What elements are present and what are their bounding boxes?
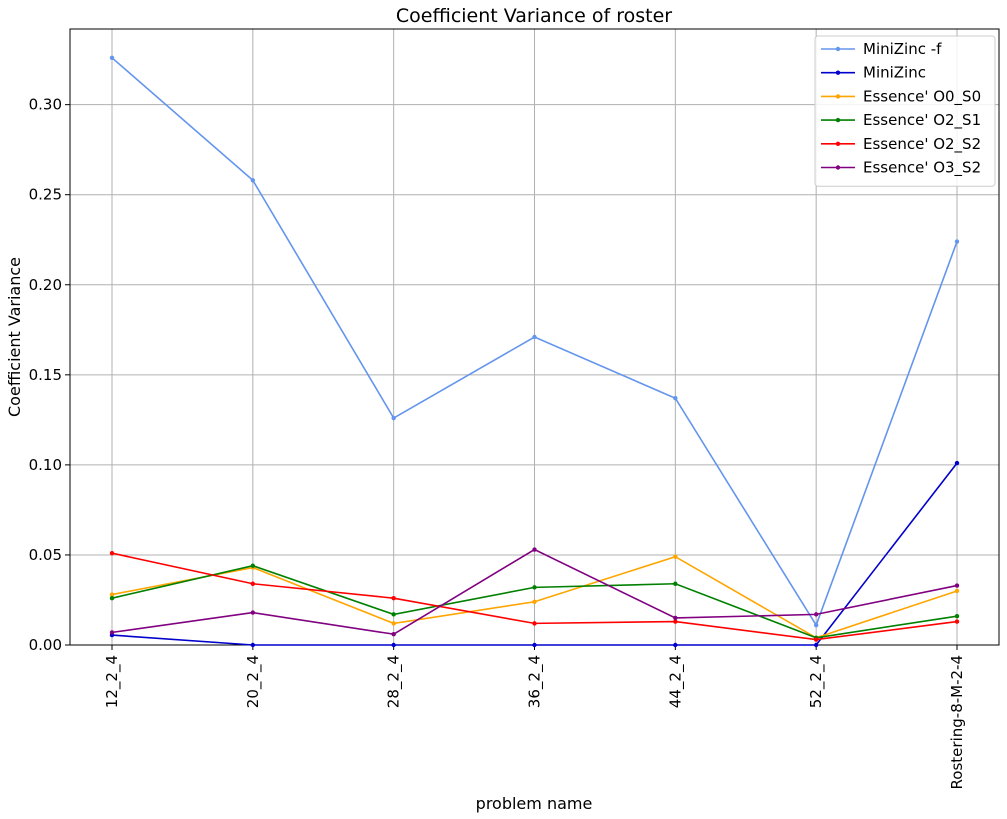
legend-item: Essence' O2_S2 <box>821 135 981 154</box>
data-point <box>250 581 256 586</box>
legend: MiniZinc -f MiniZinc Essence' O0_S0 Essence… <box>814 35 996 187</box>
legend-item: Essence' O3_S2 <box>821 159 981 178</box>
data-point <box>391 621 396 626</box>
legend-label: Essence' O3_S2 <box>863 159 981 178</box>
y-tick-label: 0.00 <box>29 636 62 654</box>
data-point <box>532 585 537 590</box>
data-point <box>673 619 678 624</box>
x-tick-label: 20_2_4 <box>244 655 263 708</box>
series-4 <box>109 550 960 642</box>
y-tick-label: 0.25 <box>29 186 62 204</box>
data-point <box>954 613 960 619</box>
data-point <box>954 239 960 244</box>
data-point <box>109 592 115 597</box>
data-point <box>391 612 396 617</box>
series-1 <box>109 460 960 648</box>
y-tick-label: 0.20 <box>29 276 62 294</box>
data-point <box>250 642 256 648</box>
data-point <box>532 547 537 552</box>
x-tick-label: 52_2_4 <box>807 655 826 708</box>
legend-swatch-marker <box>835 46 841 52</box>
data-point <box>109 630 115 635</box>
data-point <box>532 334 537 340</box>
data-point <box>673 554 678 559</box>
data-point <box>673 615 678 621</box>
series-layer <box>109 55 960 648</box>
data-point <box>109 550 115 556</box>
data-point <box>391 631 396 637</box>
data-point <box>673 396 678 401</box>
legend-label: MiniZinc <box>863 64 926 82</box>
data-point <box>391 415 396 421</box>
data-point <box>109 595 115 601</box>
legend-item: MiniZinc <box>821 64 926 82</box>
data-point <box>250 610 256 615</box>
data-point <box>954 583 960 588</box>
y-tick-label: 0.10 <box>29 456 62 474</box>
legend-swatch-marker <box>835 117 841 123</box>
x-tick-label: 28_2_4 <box>385 655 404 708</box>
data-point <box>673 581 678 586</box>
data-point <box>109 55 115 61</box>
x-tick-label: 44_2_4 <box>666 655 685 708</box>
data-point <box>813 612 819 617</box>
legend-item: Essence' O0_S0 <box>821 87 981 106</box>
data-point <box>813 637 819 642</box>
data-point <box>532 599 537 604</box>
y-axis: 0.00 0.05 0.10 0.15 0.20 0.25 0.30 <box>29 96 70 654</box>
legend-swatch-marker <box>835 141 841 146</box>
x-tick-label: 12_2_4 <box>103 655 122 708</box>
legend-swatch-marker <box>835 94 841 99</box>
y-tick-label: 0.30 <box>29 96 62 114</box>
y-tick-label: 0.15 <box>29 366 62 384</box>
data-point <box>673 642 678 648</box>
data-point <box>813 622 819 628</box>
series-5 <box>109 547 960 637</box>
data-point <box>954 588 960 594</box>
legend-item: MiniZinc -f <box>821 40 942 58</box>
data-point <box>391 595 396 601</box>
chart-title: Coefficient Variance of roster <box>396 5 672 27</box>
data-point <box>391 642 396 648</box>
data-point <box>954 619 960 624</box>
series-0 <box>109 55 960 628</box>
legend-label: Essence' O0_S0 <box>863 87 981 106</box>
data-point <box>532 642 537 648</box>
x-axis: 12_2_4 20_2_4 28_2_4 36_2_4 44_2_4 52_2_4 Rost… <box>103 645 966 789</box>
legend-item: Essence' O2_S1 <box>821 111 981 130</box>
legend-label: MiniZinc -f <box>863 40 942 58</box>
legend-frame <box>814 35 996 187</box>
y-tick-label: 0.05 <box>29 546 62 564</box>
legend-label: Essence' O2_S1 <box>863 111 981 130</box>
x-tick-label: 36_2_4 <box>526 655 545 708</box>
data-point <box>250 178 256 183</box>
legend-swatch-marker <box>835 70 841 75</box>
data-point <box>954 460 960 466</box>
legend-swatch-marker <box>835 165 841 170</box>
data-point <box>532 621 537 626</box>
data-point <box>813 642 819 648</box>
legend-label: Essence' O2_S2 <box>863 135 981 154</box>
x-tick-label: Rostering-8-M-2-4 <box>948 655 966 789</box>
data-point <box>250 563 256 568</box>
x-axis-label: problem name <box>476 794 593 813</box>
y-axis-label: Coefficient Variance <box>5 257 24 417</box>
